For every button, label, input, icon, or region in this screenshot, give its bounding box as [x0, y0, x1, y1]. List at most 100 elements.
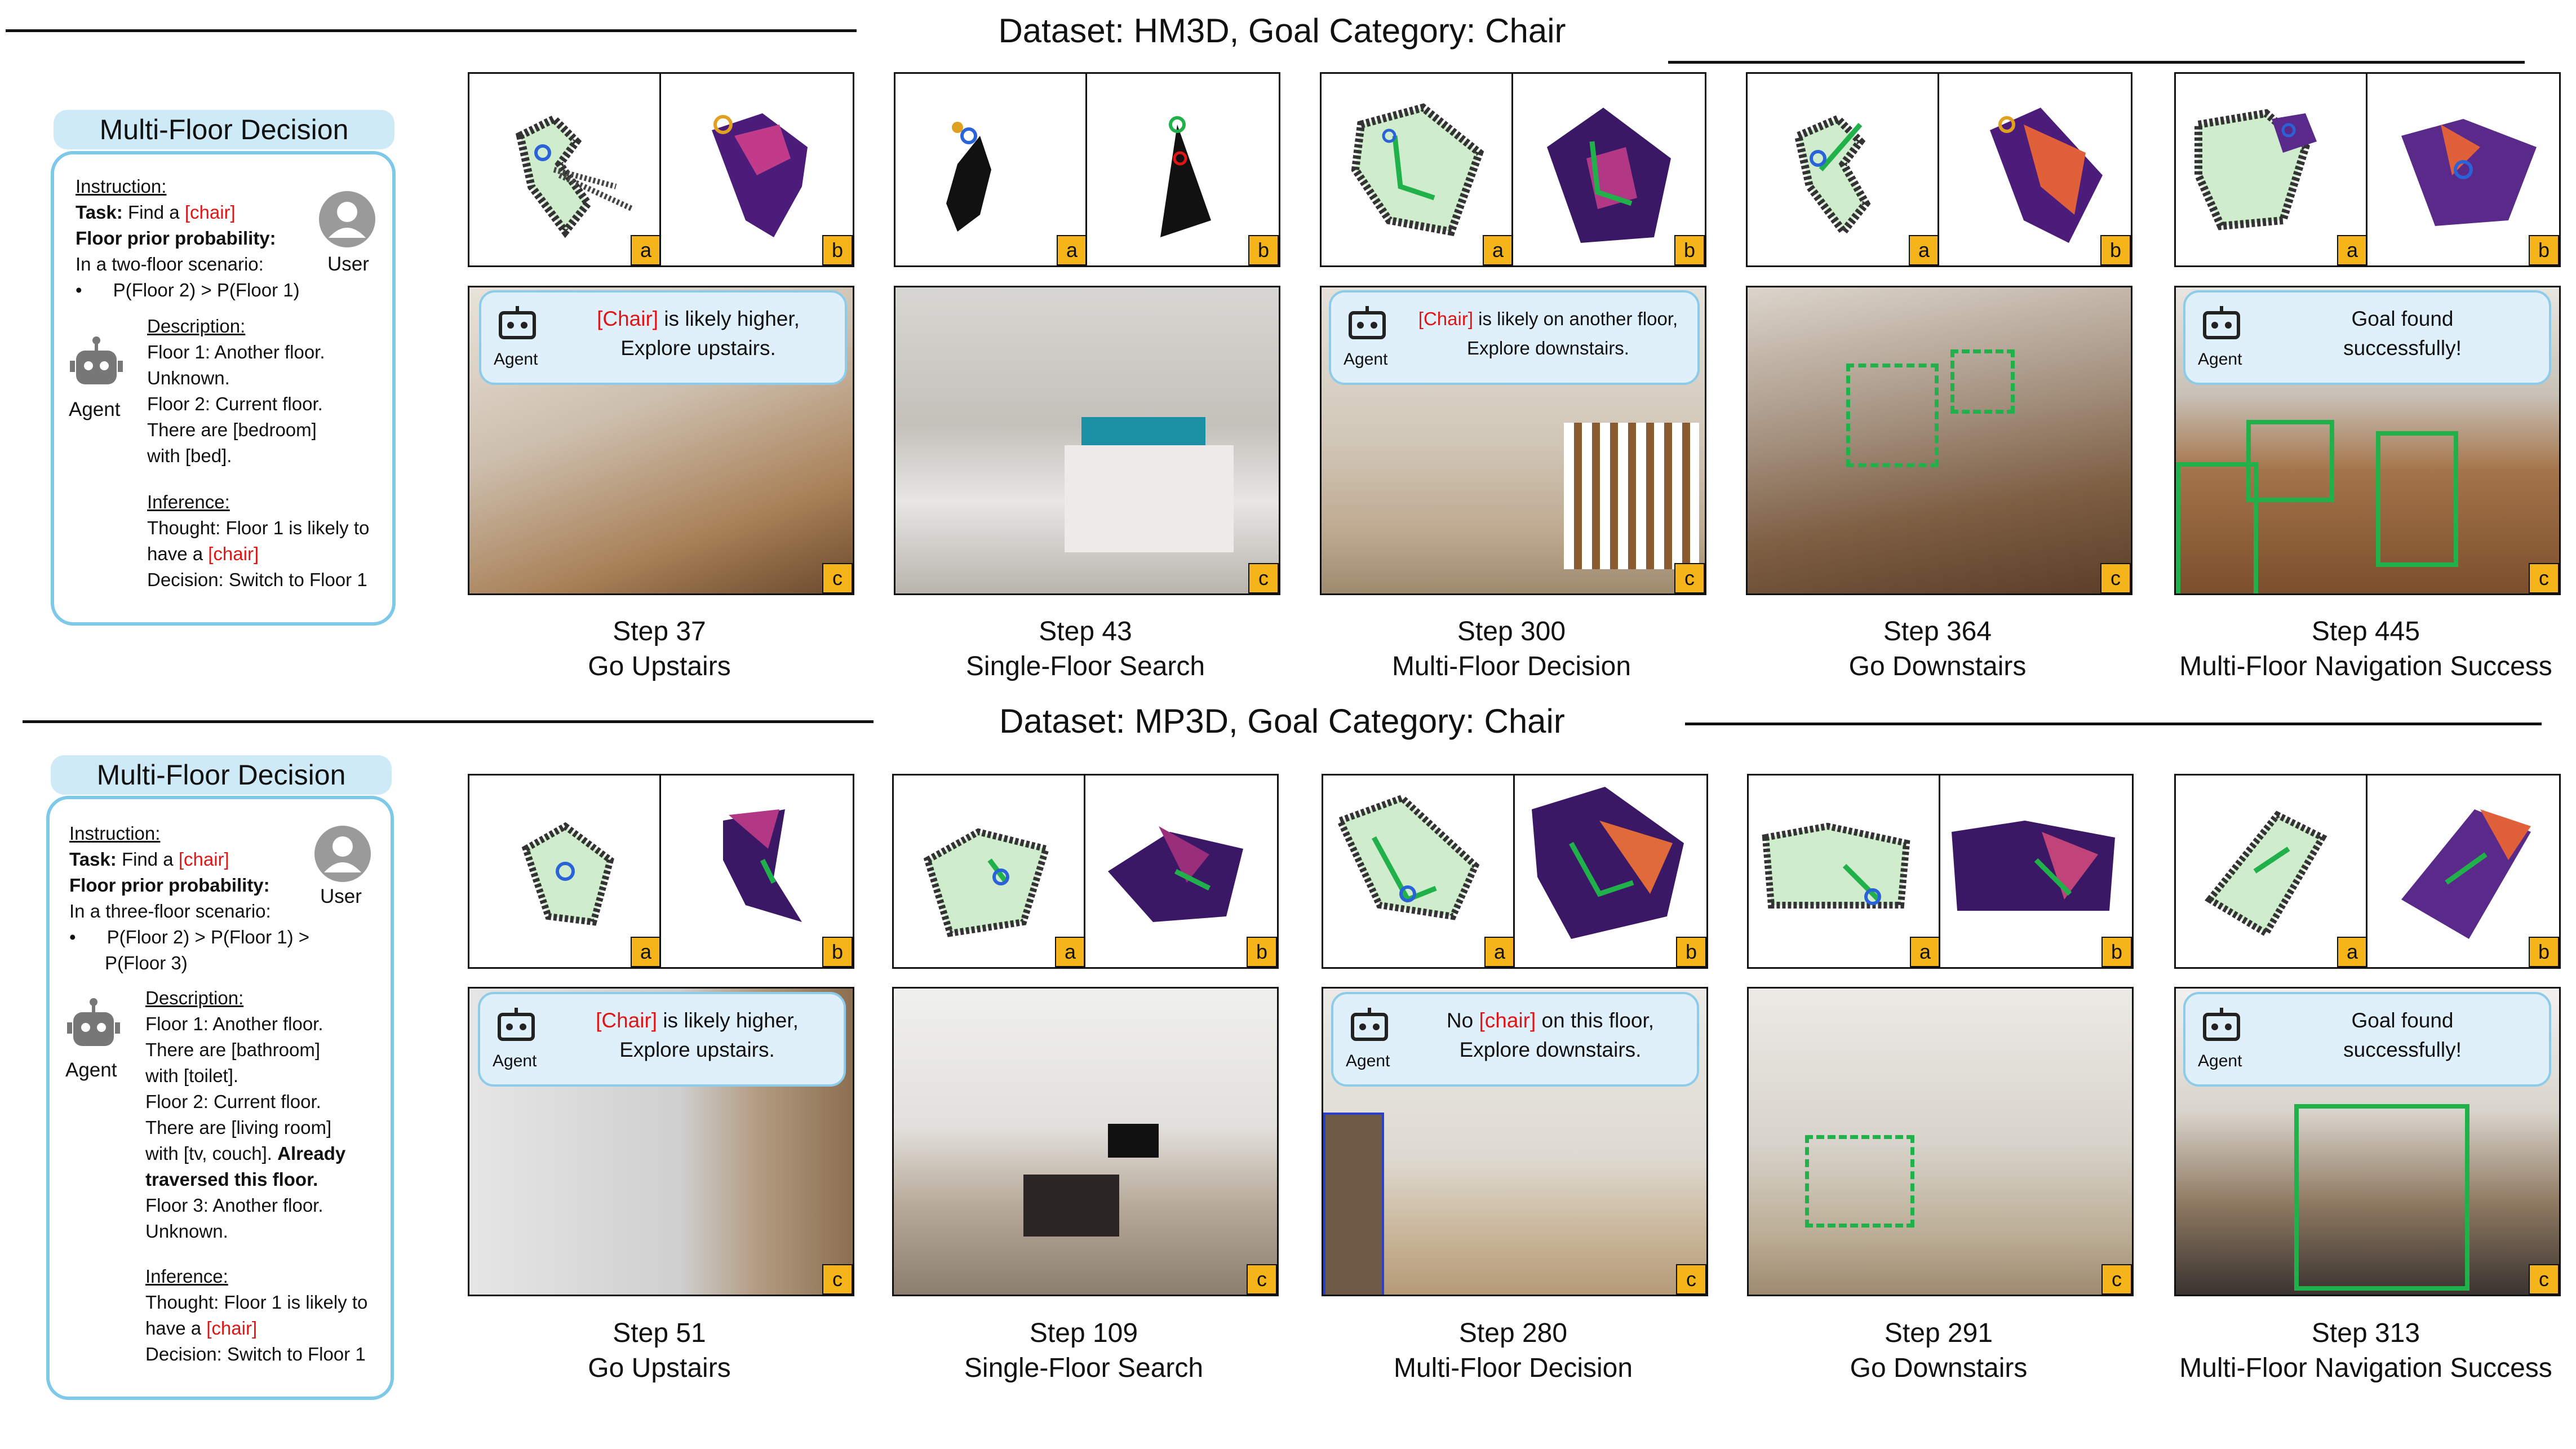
step-number: Step 280: [1458, 1318, 1568, 1348]
row2-step1-map-a: a: [468, 774, 663, 969]
speech-agent-label: Agent: [493, 1052, 537, 1070]
obstacle-map-icon: [521, 822, 614, 926]
obstacle-map-icon: [1793, 114, 1871, 238]
step-number: Step 364: [1883, 617, 1992, 646]
speech-agent-label: Agent: [2198, 1052, 2242, 1070]
tag-c: c: [1676, 1264, 1706, 1295]
robot-agent-icon: [1349, 306, 1386, 339]
tag-a: a: [1057, 235, 1087, 265]
row2-step2-rgb-view: c: [892, 987, 1279, 1296]
goal-text: [chair]: [184, 202, 236, 223]
prior-label: Floor prior probability:: [69, 875, 270, 896]
row2-decision-panel: Instruction: Task: Find a [chair] Floor …: [46, 796, 394, 1400]
step-number: Step 300: [1457, 617, 1566, 646]
tag-c: c: [2529, 563, 2559, 593]
already-text: Already: [277, 1143, 346, 1164]
tag-b: b: [822, 235, 853, 265]
speech-line2: successfully!: [2343, 336, 2462, 360]
row2-step4-caption: Step 291 Go Downstairs: [1747, 1316, 2130, 1386]
tag-c: c: [822, 1264, 853, 1295]
tag-a: a: [631, 937, 661, 967]
step-action: Multi-Floor Navigation Success: [2179, 652, 2552, 681]
tag-b: b: [2101, 937, 2132, 967]
row2-step5-speech: Agent Goal found successfully!: [2183, 992, 2551, 1087]
row2-step4-map-b: b: [1939, 774, 2134, 969]
row1-step4-caption: Step 364 Go Downstairs: [1746, 614, 2129, 684]
tag-a: a: [1909, 235, 1939, 265]
value-map-icon: [2401, 119, 2537, 226]
step-number: Step 109: [1029, 1318, 1138, 1348]
step-action: Single-Floor Search: [964, 1353, 1204, 1383]
description-line: with [tv, couch].: [145, 1143, 272, 1164]
speech-line1: is likely higher,: [657, 1009, 799, 1032]
decision-text: Switch to Floor 1: [227, 1344, 366, 1364]
step-action: Multi-Floor Navigation Success: [2179, 1353, 2552, 1383]
tag-b: b: [1247, 937, 1277, 967]
tag-b: b: [1676, 937, 1706, 967]
value-map-icon: [1990, 108, 2103, 243]
speech-line1: Goal found: [2351, 1009, 2454, 1032]
row2-step4-map-a: a: [1747, 774, 1942, 969]
prior-line: P(Floor 2) > P(Floor 1): [113, 280, 300, 300]
inference-label: Inference:: [147, 491, 230, 512]
obstacle-map-icon: [515, 114, 635, 238]
obstacle-map-icon: [2205, 810, 2327, 938]
decision-label: Decision:: [145, 1344, 222, 1364]
step-number: Step 313: [2311, 1318, 2420, 1348]
row2-step1-speech: Agent [Chair] is likely higher, Explore …: [478, 992, 846, 1087]
row2-title: Dataset: MP3D, Goal Category: Chair: [999, 702, 1565, 740]
goal-text: [chair]: [178, 849, 229, 870]
tag-a: a: [1055, 937, 1085, 967]
tag-c: c: [1248, 563, 1279, 593]
value-map-icon: [2401, 809, 2531, 939]
row2-step3-caption: Step 280 Multi-Floor Decision: [1322, 1316, 1705, 1386]
speech-highlight: [Chair]: [597, 307, 659, 330]
speech-agent-label: Agent: [2198, 350, 2242, 369]
step-action: Go Downstairs: [1850, 1353, 2028, 1383]
row2-step3-map-b: b: [1513, 774, 1708, 969]
tag-a: a: [1910, 937, 1940, 967]
robot-agent-icon: [499, 306, 536, 339]
step-number: Step 37: [613, 617, 706, 646]
description-line: Floor 3: Another floor.: [145, 1195, 323, 1216]
value-map-icon: [1952, 821, 2115, 911]
tag-b: b: [2529, 937, 2559, 967]
row1-step2-rgb-view: c: [894, 286, 1280, 595]
speech-highlight: [Chair]: [1418, 308, 1473, 329]
step-action: Single-Floor Search: [965, 652, 1205, 681]
tag-c: c: [2100, 563, 2131, 593]
description-label: Description:: [147, 316, 246, 336]
speech-agent-label: Agent: [1344, 350, 1388, 369]
description-line: There are [living room]: [145, 1117, 332, 1138]
row1-step1-caption: Step 37 Go Upstairs: [468, 614, 851, 684]
step-action: Multi-Floor Decision: [1391, 652, 1631, 681]
row1-step5-caption: Step 445 Multi-Floor Navigation Success: [2163, 614, 2569, 684]
tag-a: a: [2337, 937, 2367, 967]
row1-step4-rgb-view: c: [1746, 286, 2132, 595]
value-map-icon: [1160, 116, 1211, 237]
speech-agent-label: Agent: [1346, 1052, 1390, 1070]
row1-title: Dataset: HM3D, Goal Category: Chair: [998, 12, 1566, 50]
step-number: Step 43: [1039, 617, 1132, 646]
row2-step3-map-a: a: [1322, 774, 1517, 969]
row2-step5-map-a: a: [2174, 774, 2369, 969]
row2-step5-map-b: b: [2366, 774, 2561, 969]
task-text: Find a: [121, 849, 174, 870]
value-map-icon: [1532, 787, 1684, 939]
step-number: Step 291: [1884, 1318, 1993, 1348]
prior-line: P(Floor 2) > P(Floor 1) >: [107, 927, 310, 947]
tag-b: b: [2100, 235, 2131, 265]
row1-step5-map-b: b: [2366, 72, 2561, 267]
task-text: Find a: [127, 202, 180, 223]
inference-label: Inference:: [145, 1266, 228, 1287]
description-line: Unknown.: [147, 367, 230, 388]
description-line: There are [bedroom]: [147, 419, 317, 440]
task-label: Task:: [76, 202, 123, 223]
tag-c: c: [1674, 563, 1705, 593]
speech-line2: Explore downstairs.: [1459, 1038, 1642, 1061]
value-map-icon: [1108, 826, 1243, 922]
tag-a: a: [2337, 235, 2367, 265]
task-label: Task:: [69, 849, 117, 870]
description-line: Floor 2: Current floor.: [145, 1091, 321, 1112]
robot-agent-icon: [2203, 306, 2240, 339]
